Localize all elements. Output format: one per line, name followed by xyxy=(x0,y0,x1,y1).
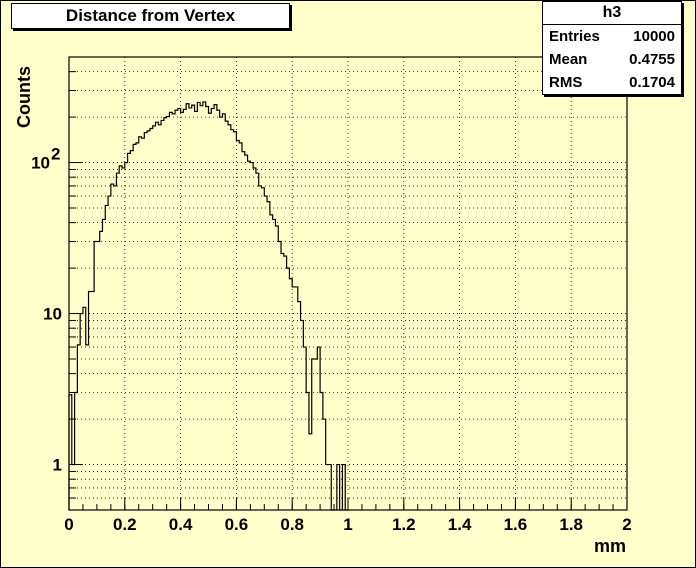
stats-histogram-name: h3 xyxy=(543,2,681,25)
x-tick-label: 0.2 xyxy=(113,515,137,534)
x-tick-labels: 0 0.2 0.4 0.6 0.8 1 1.2 1.4 1.6 1.8 2 xyxy=(64,515,631,534)
y-tick-label: 1 xyxy=(53,456,62,475)
histogram-line xyxy=(68,101,348,511)
y-tick-exponent: 2 xyxy=(51,145,60,164)
y-tick-label: 10 xyxy=(43,305,62,324)
stats-value: 0.4755 xyxy=(629,51,675,68)
x-tick-label: 0 xyxy=(64,515,73,534)
stats-label: Mean xyxy=(549,51,588,68)
x-tick-label: 0.6 xyxy=(225,515,249,534)
x-tick-label: 1.2 xyxy=(392,515,416,534)
stats-label: RMS xyxy=(549,74,583,91)
stats-row-mean: Mean 0.4755 xyxy=(543,48,681,71)
x-tick-label: 2 xyxy=(622,515,631,534)
x-axis-title: mm xyxy=(594,536,626,556)
chart-title-text: Distance from Vertex xyxy=(65,6,236,25)
plot-area xyxy=(69,57,627,510)
stats-label: Entries xyxy=(549,28,600,45)
x-tick-label: 1 xyxy=(343,515,352,534)
stats-value: 0.1704 xyxy=(629,74,675,91)
stats-row-entries: Entries 10000 xyxy=(543,25,681,48)
stats-box: h3 Entries 10000 Mean 0.4755 RMS 0.1704 xyxy=(542,1,682,95)
plot-border xyxy=(68,56,628,511)
x-tick-label: 1.8 xyxy=(559,515,583,534)
chart-title: Distance from Vertex xyxy=(11,3,290,29)
y-axis-title: Counts xyxy=(14,66,34,128)
x-tick-label: 0.8 xyxy=(280,515,304,534)
stats-value: 10000 xyxy=(633,28,675,45)
stats-row-rms: RMS 0.1704 xyxy=(543,71,681,94)
y-tick-label: 10 xyxy=(31,154,50,173)
x-tick-label: 0.4 xyxy=(169,515,193,534)
x-tick-label: 1.6 xyxy=(504,515,528,534)
x-tick-label: 1.4 xyxy=(448,515,472,534)
